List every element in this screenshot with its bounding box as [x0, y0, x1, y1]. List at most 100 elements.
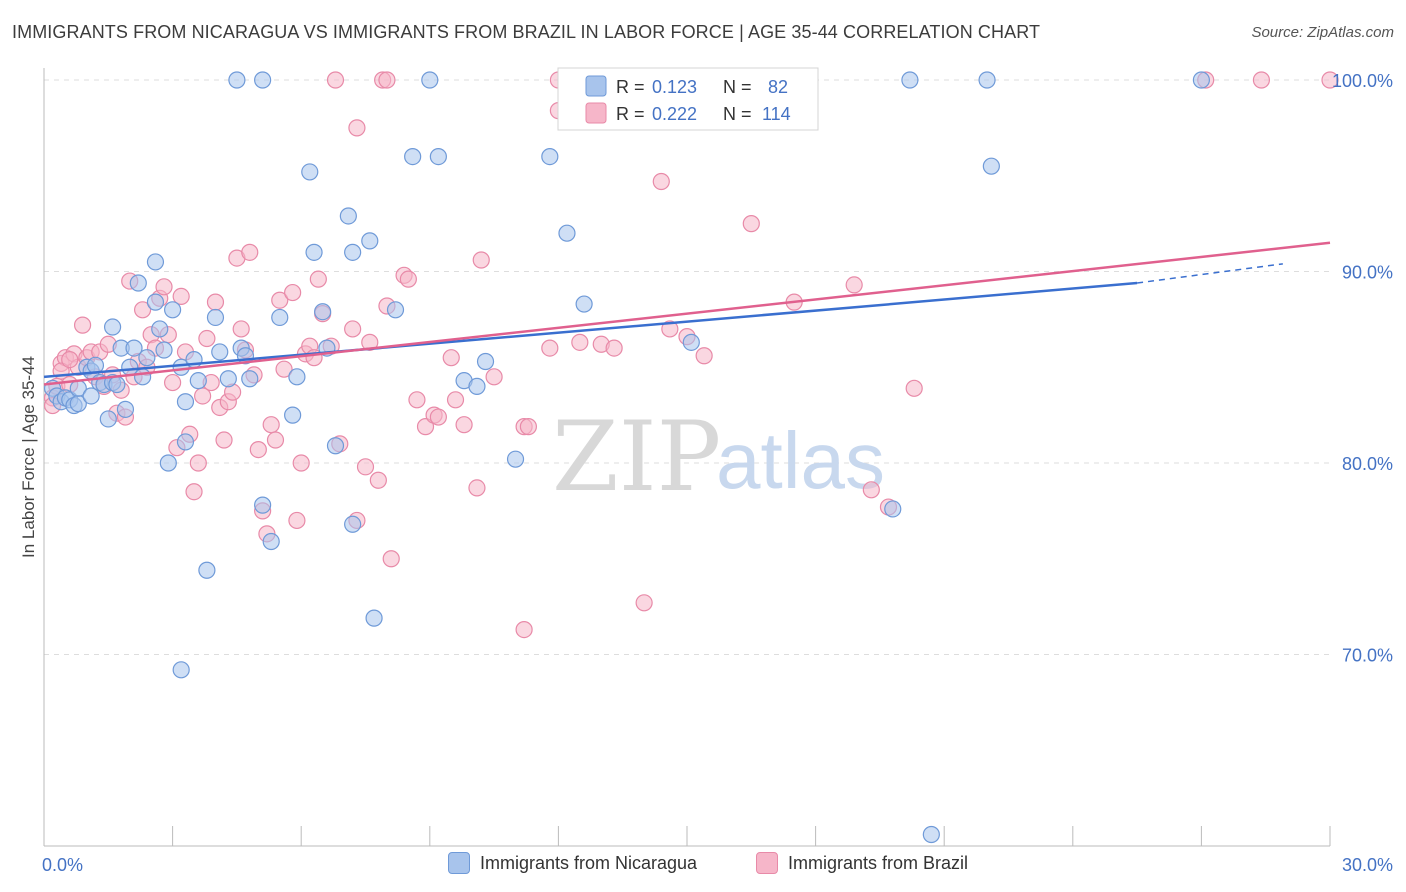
watermark-atlas: atlas	[716, 416, 885, 505]
brazil-point	[241, 243, 259, 261]
legend-bottom-swatch-brazil	[756, 852, 778, 874]
legend-n-value-brazil: 114	[762, 104, 791, 124]
brazil-point	[399, 270, 417, 288]
nicaragua-point	[344, 243, 362, 261]
brazil-point	[695, 347, 713, 365]
nicaragua-point	[314, 303, 332, 321]
nicaragua-point	[468, 377, 486, 395]
legend-top: R = 0.123 N = 82 R = 0.222 N = 114	[557, 67, 819, 131]
brazil-point	[515, 621, 533, 639]
nicaragua-point	[189, 372, 207, 390]
brazil-point	[1321, 71, 1339, 89]
legend-n-label-brazil: N =	[723, 104, 752, 124]
brazil-point	[635, 594, 653, 612]
nicaragua-point	[262, 532, 280, 551]
brazil-point	[206, 293, 225, 311]
brazil-point	[155, 278, 173, 296]
brazil-point	[468, 479, 486, 497]
brazil-point	[348, 119, 366, 137]
nicaragua-point	[146, 253, 165, 271]
nicaragua-point	[361, 232, 379, 250]
legend-item-brazil: Immigrants from Brazil	[756, 852, 968, 874]
nicaragua-point	[103, 318, 122, 336]
brazil-point	[189, 454, 207, 472]
nicaragua-points	[43, 71, 1211, 844]
nicaragua-point	[241, 370, 259, 388]
brazil-point	[73, 316, 92, 334]
nicaragua-trend-extension	[1137, 263, 1283, 284]
brazil-point	[61, 350, 79, 369]
brazil-trend-line	[43, 241, 1331, 386]
brazil-point	[369, 471, 387, 489]
legend-item-nicaragua: Immigrants from Nicaragua	[448, 852, 697, 874]
y-tick-label: 100.0%	[1332, 71, 1393, 91]
nicaragua-point	[575, 295, 593, 313]
nicaragua-point	[172, 661, 190, 679]
brazil-point	[845, 276, 863, 294]
nicaragua-point	[922, 825, 940, 844]
brazil-point	[742, 215, 760, 233]
brazil-point	[416, 418, 435, 436]
brazil-point	[472, 251, 490, 269]
nicaragua-point	[344, 515, 362, 533]
nicaragua-point	[386, 301, 405, 319]
nicaragua-point	[284, 406, 302, 424]
brazil-point	[455, 416, 473, 434]
brazil-point	[605, 339, 623, 357]
nicaragua-point	[339, 207, 357, 225]
nicaragua-point	[198, 561, 216, 579]
brazil-point	[172, 287, 190, 305]
source-label: Source: ZipAtlas.com	[1251, 24, 1394, 41]
trend-lines	[43, 241, 1331, 386]
brazil-point	[164, 373, 182, 392]
y-tick-labels: 70.0% 80.0% 90.0% 100.0%	[1332, 71, 1393, 666]
nicaragua-point	[901, 71, 919, 89]
nicaragua-point	[82, 387, 100, 405]
brazil-point	[344, 320, 362, 338]
y-tick-label: 70.0%	[1342, 646, 1393, 666]
nicaragua-point	[129, 274, 147, 292]
nicaragua-point	[254, 71, 272, 89]
brazil-point	[266, 431, 285, 449]
legend-r-value-nicaragua: 0.123	[652, 77, 697, 97]
legend-n-label-nicaragua: N =	[723, 77, 752, 97]
nicaragua-point	[164, 301, 182, 319]
chart-title: IMMIGRANTS FROM NICARAGUA VS IMMIGRANTS …	[12, 22, 1041, 42]
brazil-point	[382, 550, 400, 568]
brazil-point	[905, 379, 923, 397]
legend-bottom-swatch-nicaragua	[448, 852, 470, 874]
brazil-point	[262, 416, 280, 434]
nicaragua-point	[271, 308, 289, 327]
brazil-point	[185, 483, 203, 501]
nicaragua-point	[476, 352, 495, 371]
x-tick-marks	[43, 826, 1331, 846]
x-tick-label-min: 0.0%	[42, 855, 83, 875]
legend-r-value-brazil: 0.222	[652, 104, 697, 124]
nicaragua-point	[978, 71, 996, 89]
nicaragua-point	[146, 293, 165, 311]
nicaragua-point	[138, 349, 156, 367]
nicaragua-point	[326, 437, 345, 455]
brazil-point	[356, 458, 375, 476]
nicaragua-point	[365, 609, 383, 627]
nicaragua-point	[176, 433, 195, 451]
brazil-point	[326, 71, 345, 89]
brazil-point	[408, 391, 426, 409]
nicaragua-point	[211, 343, 229, 361]
legend-swatch-nicaragua	[585, 75, 607, 97]
nicaragua-point	[254, 496, 272, 514]
gridlines	[44, 79, 1330, 655]
nicaragua-point	[682, 333, 700, 351]
brazil-point	[571, 333, 589, 351]
brazil-point	[271, 291, 289, 309]
nicaragua-point	[125, 339, 143, 357]
legend-swatch-brazil	[585, 102, 607, 124]
nicaragua-point	[1192, 71, 1211, 89]
brazil-point	[1252, 71, 1271, 89]
brazil-point	[133, 301, 152, 319]
brazil-point	[292, 454, 310, 472]
brazil-point	[485, 368, 503, 386]
nicaragua-point	[176, 393, 195, 411]
y-tick-label: 80.0%	[1342, 454, 1393, 474]
y-axis-label: In Labor Force | Age 35-44	[19, 356, 38, 558]
